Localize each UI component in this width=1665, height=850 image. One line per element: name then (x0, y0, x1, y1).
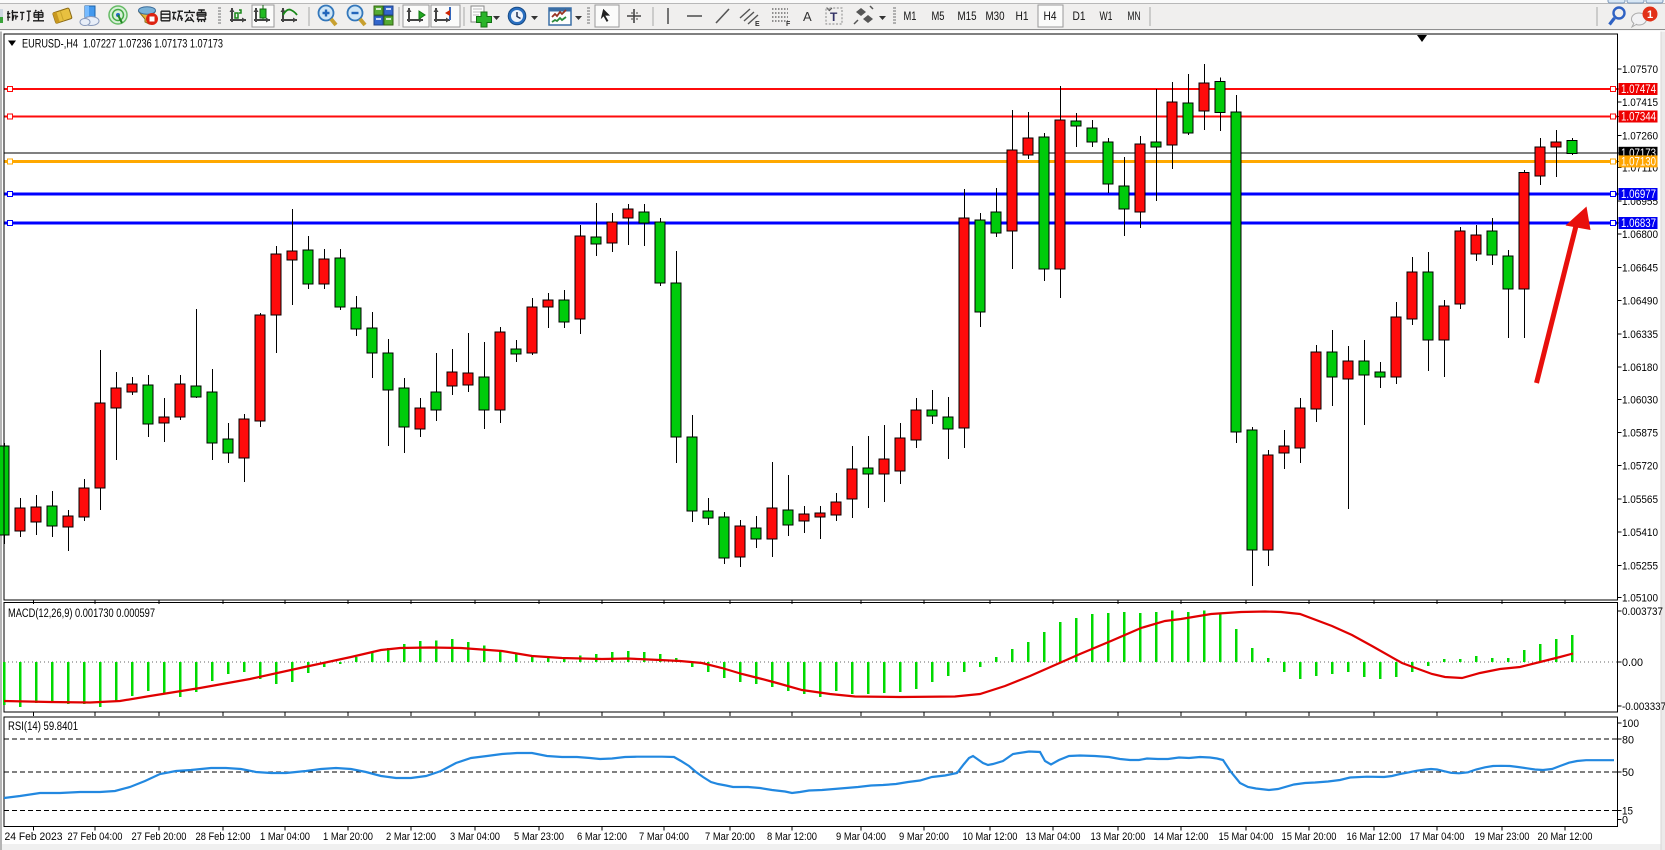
svg-text:EURUSD-,H4 1.07227 1.07236 1.: EURUSD-,H4 1.07227 1.07236 1.07173 1.071… (22, 37, 223, 51)
svg-text:1 Mar 20:00: 1 Mar 20:00 (323, 831, 373, 843)
svg-text:1.06977: 1.06977 (1621, 189, 1656, 201)
svg-text:3 Mar 04:00: 3 Mar 04:00 (450, 831, 500, 843)
svg-text:1.05720: 1.05720 (1622, 461, 1658, 473)
svg-text:1.05410: 1.05410 (1622, 527, 1658, 539)
svg-text:28 Feb 12:00: 28 Feb 12:00 (196, 831, 251, 843)
svg-text:15 Mar 04:00: 15 Mar 04:00 (1219, 831, 1274, 843)
svg-text:1: 1 (1647, 9, 1653, 21)
svg-text:1.05100: 1.05100 (1622, 593, 1658, 605)
svg-text:F: F (786, 21, 791, 28)
svg-text:13 Mar 20:00: 13 Mar 20:00 (1091, 831, 1146, 843)
svg-text:10 Mar 12:00: 10 Mar 12:00 (963, 831, 1018, 843)
svg-text:1.07344: 1.07344 (1621, 112, 1657, 124)
svg-text:9 Mar 04:00: 9 Mar 04:00 (836, 831, 886, 843)
svg-text:D1: D1 (1073, 9, 1086, 23)
svg-text:20 Mar 12:00: 20 Mar 12:00 (1538, 831, 1593, 843)
svg-text:T: T (830, 10, 838, 24)
svg-text:RSI(14) 59.8401: RSI(14) 59.8401 (8, 721, 78, 733)
svg-text:M1: M1 (904, 9, 917, 23)
svg-text:80: 80 (1622, 735, 1634, 747)
svg-text:1.05255: 1.05255 (1622, 561, 1658, 573)
svg-text:0.00: 0.00 (1622, 657, 1643, 669)
svg-text:17 Mar 04:00: 17 Mar 04:00 (1410, 831, 1465, 843)
svg-text:8 Mar 12:00: 8 Mar 12:00 (767, 831, 817, 843)
svg-text:E: E (755, 21, 760, 28)
svg-text:1.06800: 1.06800 (1622, 229, 1658, 241)
svg-text:1.06335: 1.06335 (1622, 329, 1658, 341)
svg-text:1.06837: 1.06837 (1621, 218, 1656, 230)
svg-text:19 Mar 23:00: 19 Mar 23:00 (1475, 831, 1530, 843)
svg-text:1.07415: 1.07415 (1622, 97, 1658, 109)
svg-text:H4: H4 (1044, 9, 1057, 23)
svg-text:27 Feb 04:00: 27 Feb 04:00 (68, 831, 123, 843)
svg-text:27 Feb 20:00: 27 Feb 20:00 (132, 831, 187, 843)
svg-text:15: 15 (1622, 806, 1633, 818)
svg-text:13 Mar 04:00: 13 Mar 04:00 (1026, 831, 1081, 843)
svg-text:7 Mar 04:00: 7 Mar 04:00 (639, 831, 689, 843)
svg-text:M5: M5 (932, 9, 945, 23)
svg-text:H1: H1 (1016, 9, 1029, 23)
svg-text:1.07130: 1.07130 (1621, 156, 1656, 168)
svg-text:1.06490: 1.06490 (1622, 296, 1658, 308)
svg-text:1.07570: 1.07570 (1622, 64, 1658, 76)
svg-text:MACD(12,26,9) 0.001730 0.00059: MACD(12,26,9) 0.001730 0.000597 (8, 608, 155, 620)
svg-text:14 Mar 12:00: 14 Mar 12:00 (1154, 831, 1209, 843)
svg-text:50: 50 (1622, 767, 1634, 779)
svg-text:15 Mar 20:00: 15 Mar 20:00 (1282, 831, 1337, 843)
svg-text:M30: M30 (986, 9, 1005, 23)
svg-text:W1: W1 (1100, 9, 1113, 23)
svg-text:1 Mar 04:00: 1 Mar 04:00 (260, 831, 310, 843)
svg-text:MN: MN (1128, 9, 1141, 23)
svg-text:1.05565: 1.05565 (1622, 494, 1658, 506)
svg-text:1.05875: 1.05875 (1622, 428, 1658, 440)
svg-text:A: A (803, 9, 812, 24)
svg-text:6 Mar 12:00: 6 Mar 12:00 (577, 831, 627, 843)
svg-text:9 Mar 20:00: 9 Mar 20:00 (899, 831, 949, 843)
svg-text:2 Mar 12:00: 2 Mar 12:00 (386, 831, 436, 843)
svg-text:0.003737: 0.003737 (1622, 606, 1663, 618)
svg-text:5 Mar 23:00: 5 Mar 23:00 (514, 831, 564, 843)
svg-text:1.07474: 1.07474 (1621, 84, 1657, 96)
svg-text:M15: M15 (958, 9, 977, 23)
svg-text:1.07260: 1.07260 (1622, 131, 1658, 143)
svg-text:7 Mar 20:00: 7 Mar 20:00 (705, 831, 755, 843)
svg-text:16 Mar 12:00: 16 Mar 12:00 (1347, 831, 1402, 843)
svg-text:1.06030: 1.06030 (1622, 394, 1658, 406)
svg-text:24 Feb 2023: 24 Feb 2023 (5, 831, 63, 843)
svg-text:1.06645: 1.06645 (1622, 262, 1658, 274)
svg-text:100: 100 (1622, 718, 1639, 730)
svg-text:1.06180: 1.06180 (1622, 362, 1658, 374)
svg-text:0: 0 (1622, 815, 1628, 827)
svg-text:-0.003337: -0.003337 (1622, 701, 1665, 713)
